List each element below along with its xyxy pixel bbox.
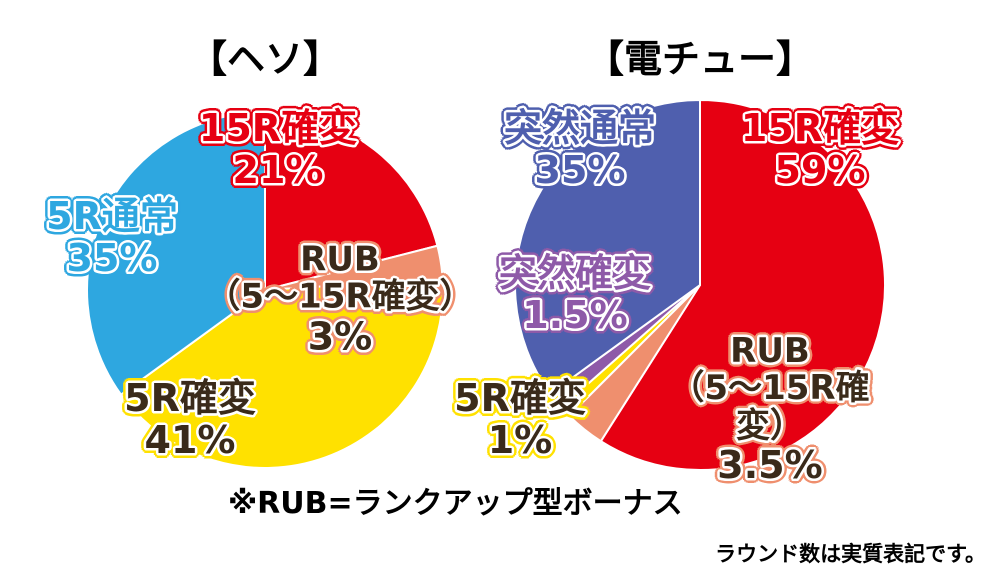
pie-slice (119, 277, 444, 469)
value-label: 1% (487, 418, 553, 462)
category-label: 5R確変 (124, 376, 256, 421)
note: ラウンド数は実質表記です。 (715, 542, 986, 566)
slice-label: 5R確変 1% (454, 376, 586, 462)
category-label: RUB （5～15R確変） (206, 239, 474, 318)
pie-slice (514, 98, 701, 396)
slice-label: 突然通常 35% (503, 106, 657, 192)
footnote: ※RUB=ランクアップ型ボーナス (228, 486, 683, 521)
category-label: 5R確変 (454, 376, 586, 421)
pie-slice (86, 110, 266, 397)
value-label: 59% (774, 148, 866, 192)
slice-label: RUB （5～15R確変） 3.5% (655, 331, 885, 488)
value-label: 1.5% (522, 293, 628, 337)
slice-label: 15R確変 59% (740, 106, 900, 192)
category-label: 15R確変 (740, 106, 900, 151)
value-label: 3.5% (717, 443, 823, 488)
pie-slice (264, 110, 439, 292)
category-label: 突然確変 (498, 251, 652, 296)
slice-label: 15R確変 21% (198, 106, 358, 192)
slice-label: 突然確変 1.5% (498, 251, 652, 337)
category-label: 5R通常 (46, 194, 178, 239)
value-label: 41% (144, 418, 236, 462)
chart-title: 【ヘソ】 (188, 37, 342, 81)
slice-label: 5R確変 41% (124, 376, 256, 462)
pie-slice (599, 98, 886, 471)
value-label: 35% (66, 236, 158, 280)
chart-title: 【電チュー】 (585, 37, 815, 81)
value-label: 21% (232, 148, 324, 192)
value-label: 3% (307, 314, 373, 359)
slice-label: RUB （5～15R確変） 3% (206, 239, 474, 359)
category-label: RUB （5～15R確変） (670, 331, 870, 446)
value-label: 35% (534, 148, 626, 192)
category-label: 15R確変 (198, 106, 358, 151)
category-label: 突然通常 (503, 106, 657, 151)
slice-label: 5R通常 35% (46, 194, 178, 280)
